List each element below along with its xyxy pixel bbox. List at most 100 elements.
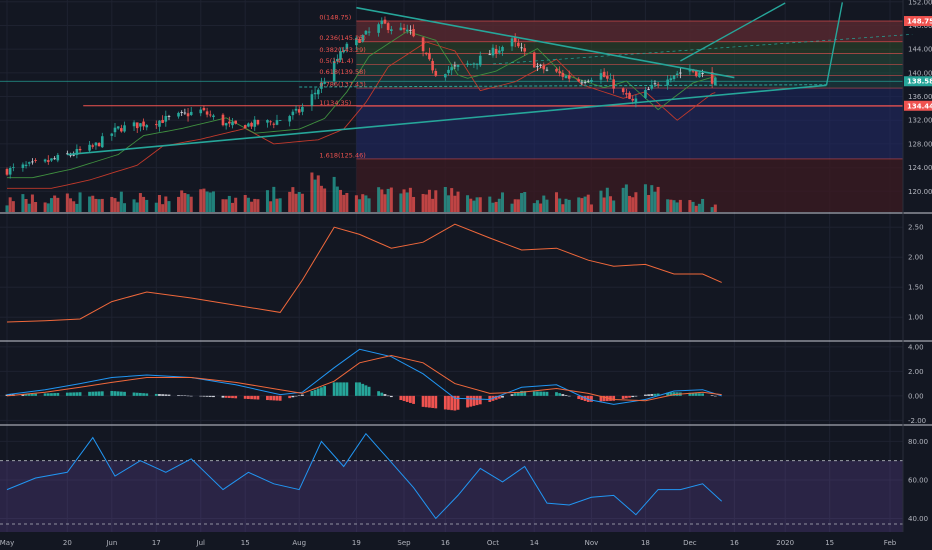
candle-body[interactable] (498, 50, 501, 53)
candle-body[interactable] (294, 108, 298, 111)
candle-body[interactable] (297, 109, 301, 113)
candle-body[interactable] (142, 121, 145, 127)
time-axis[interactable]: May 20 Jun 17 Jul 15 Aug 19 Sep 16 Oct 14 Nov 18 Dec 16… (0, 539, 897, 547)
candle-body[interactable] (577, 79, 581, 82)
candle-body[interactable] (466, 63, 469, 65)
candle-body[interactable] (100, 136, 104, 148)
candle-body[interactable] (24, 164, 28, 167)
candle-body[interactable] (355, 37, 358, 46)
candle-body[interactable] (494, 48, 498, 54)
candle-body[interactable] (8, 167, 12, 175)
candle-body[interactable] (694, 70, 698, 77)
candle-body[interactable] (291, 111, 295, 116)
candle-body[interactable] (320, 82, 323, 89)
candle-body[interactable] (161, 119, 164, 123)
candle-body[interactable] (361, 35, 365, 42)
candle-body[interactable] (456, 64, 460, 67)
candle-body[interactable] (653, 83, 657, 85)
candle-body[interactable] (234, 120, 237, 124)
candle-body[interactable] (288, 116, 291, 122)
candle-body[interactable] (272, 123, 276, 125)
candle-body[interactable] (501, 46, 504, 52)
candle-body[interactable] (409, 29, 412, 31)
candle-body[interactable] (275, 120, 279, 125)
candle-body[interactable] (358, 39, 361, 43)
candle-body[interactable] (313, 92, 317, 95)
candle-body[interactable] (113, 127, 117, 133)
candle-body[interactable] (116, 126, 120, 129)
candle-body[interactable] (88, 144, 91, 151)
candle-body[interactable] (434, 71, 438, 76)
candle-body[interactable] (399, 27, 403, 31)
candle-body[interactable] (120, 128, 123, 132)
candle-body[interactable] (202, 107, 206, 111)
candle-body[interactable] (675, 73, 679, 75)
candle-body[interactable] (644, 89, 647, 98)
candle-body[interactable] (177, 112, 180, 117)
candle-body[interactable] (135, 122, 139, 129)
trendlines[interactable] (67, 2, 913, 156)
candle-body[interactable] (669, 78, 673, 81)
candle-body[interactable] (43, 159, 47, 162)
candle-body[interactable] (625, 93, 628, 95)
candle-body[interactable] (472, 63, 476, 65)
candle-body[interactable] (301, 106, 304, 112)
dashed-channel[interactable] (492, 33, 913, 65)
candle-body[interactable] (50, 158, 53, 161)
candle-body[interactable] (631, 98, 635, 101)
candle-body[interactable] (510, 38, 514, 47)
price-tag[interactable] (904, 76, 932, 87)
candle-body[interactable] (123, 125, 126, 132)
candle-body[interactable] (221, 114, 225, 126)
candle-body[interactable] (453, 65, 457, 67)
candle-body[interactable] (94, 142, 98, 146)
price-axis[interactable]: 152.00148.00144.00140.00136.00132.00128.… (904, 0, 932, 523)
candle-body[interactable] (555, 68, 558, 72)
candle-body[interactable] (269, 121, 272, 123)
candle-body[interactable] (266, 120, 269, 123)
candle-body[interactable] (110, 133, 114, 136)
candle-body[interactable] (132, 122, 136, 127)
candle-body[interactable] (253, 119, 257, 127)
candle-body[interactable] (542, 65, 546, 70)
candle-body[interactable] (513, 37, 517, 42)
candle-body[interactable] (405, 29, 409, 32)
candle-body[interactable] (628, 92, 631, 99)
candle-body[interactable] (247, 123, 250, 127)
resistance-trendline[interactable] (356, 6, 735, 79)
candle-body[interactable] (364, 30, 368, 35)
candle-body[interactable] (243, 125, 247, 129)
candle-body[interactable] (599, 73, 603, 80)
candle-body[interactable] (567, 75, 571, 79)
candle-body[interactable] (186, 113, 190, 117)
candle-body[interactable] (428, 52, 431, 60)
candle-body[interactable] (564, 75, 568, 79)
candle-body[interactable] (145, 125, 149, 128)
candle-body[interactable] (34, 160, 37, 161)
candle-body[interactable] (27, 162, 31, 164)
candle-body[interactable] (31, 161, 34, 163)
candle-body[interactable] (228, 121, 231, 124)
candle-body[interactable] (520, 47, 523, 49)
candle-body[interactable] (199, 109, 203, 114)
candle-body[interactable] (310, 94, 314, 106)
candle-body[interactable] (701, 73, 704, 74)
candle-body[interactable] (672, 75, 676, 80)
price-tag[interactable] (904, 100, 932, 111)
candle-body[interactable] (621, 88, 625, 93)
candle-body[interactable] (158, 120, 161, 127)
candle-body[interactable] (183, 112, 187, 114)
candle-body[interactable] (431, 60, 434, 71)
candle-body[interactable] (97, 142, 101, 147)
candle-body[interactable] (154, 124, 158, 126)
candle-body[interactable] (224, 123, 228, 126)
candle-body[interactable] (602, 71, 606, 77)
candle-body[interactable] (469, 64, 473, 65)
candle-body[interactable] (424, 52, 428, 55)
candle-body[interactable] (612, 79, 615, 89)
candle-body[interactable] (698, 72, 701, 78)
candle-body[interactable] (72, 154, 76, 156)
candle-body[interactable] (250, 122, 253, 127)
candle-body[interactable] (139, 123, 142, 127)
mid-trendline[interactable] (299, 84, 827, 88)
